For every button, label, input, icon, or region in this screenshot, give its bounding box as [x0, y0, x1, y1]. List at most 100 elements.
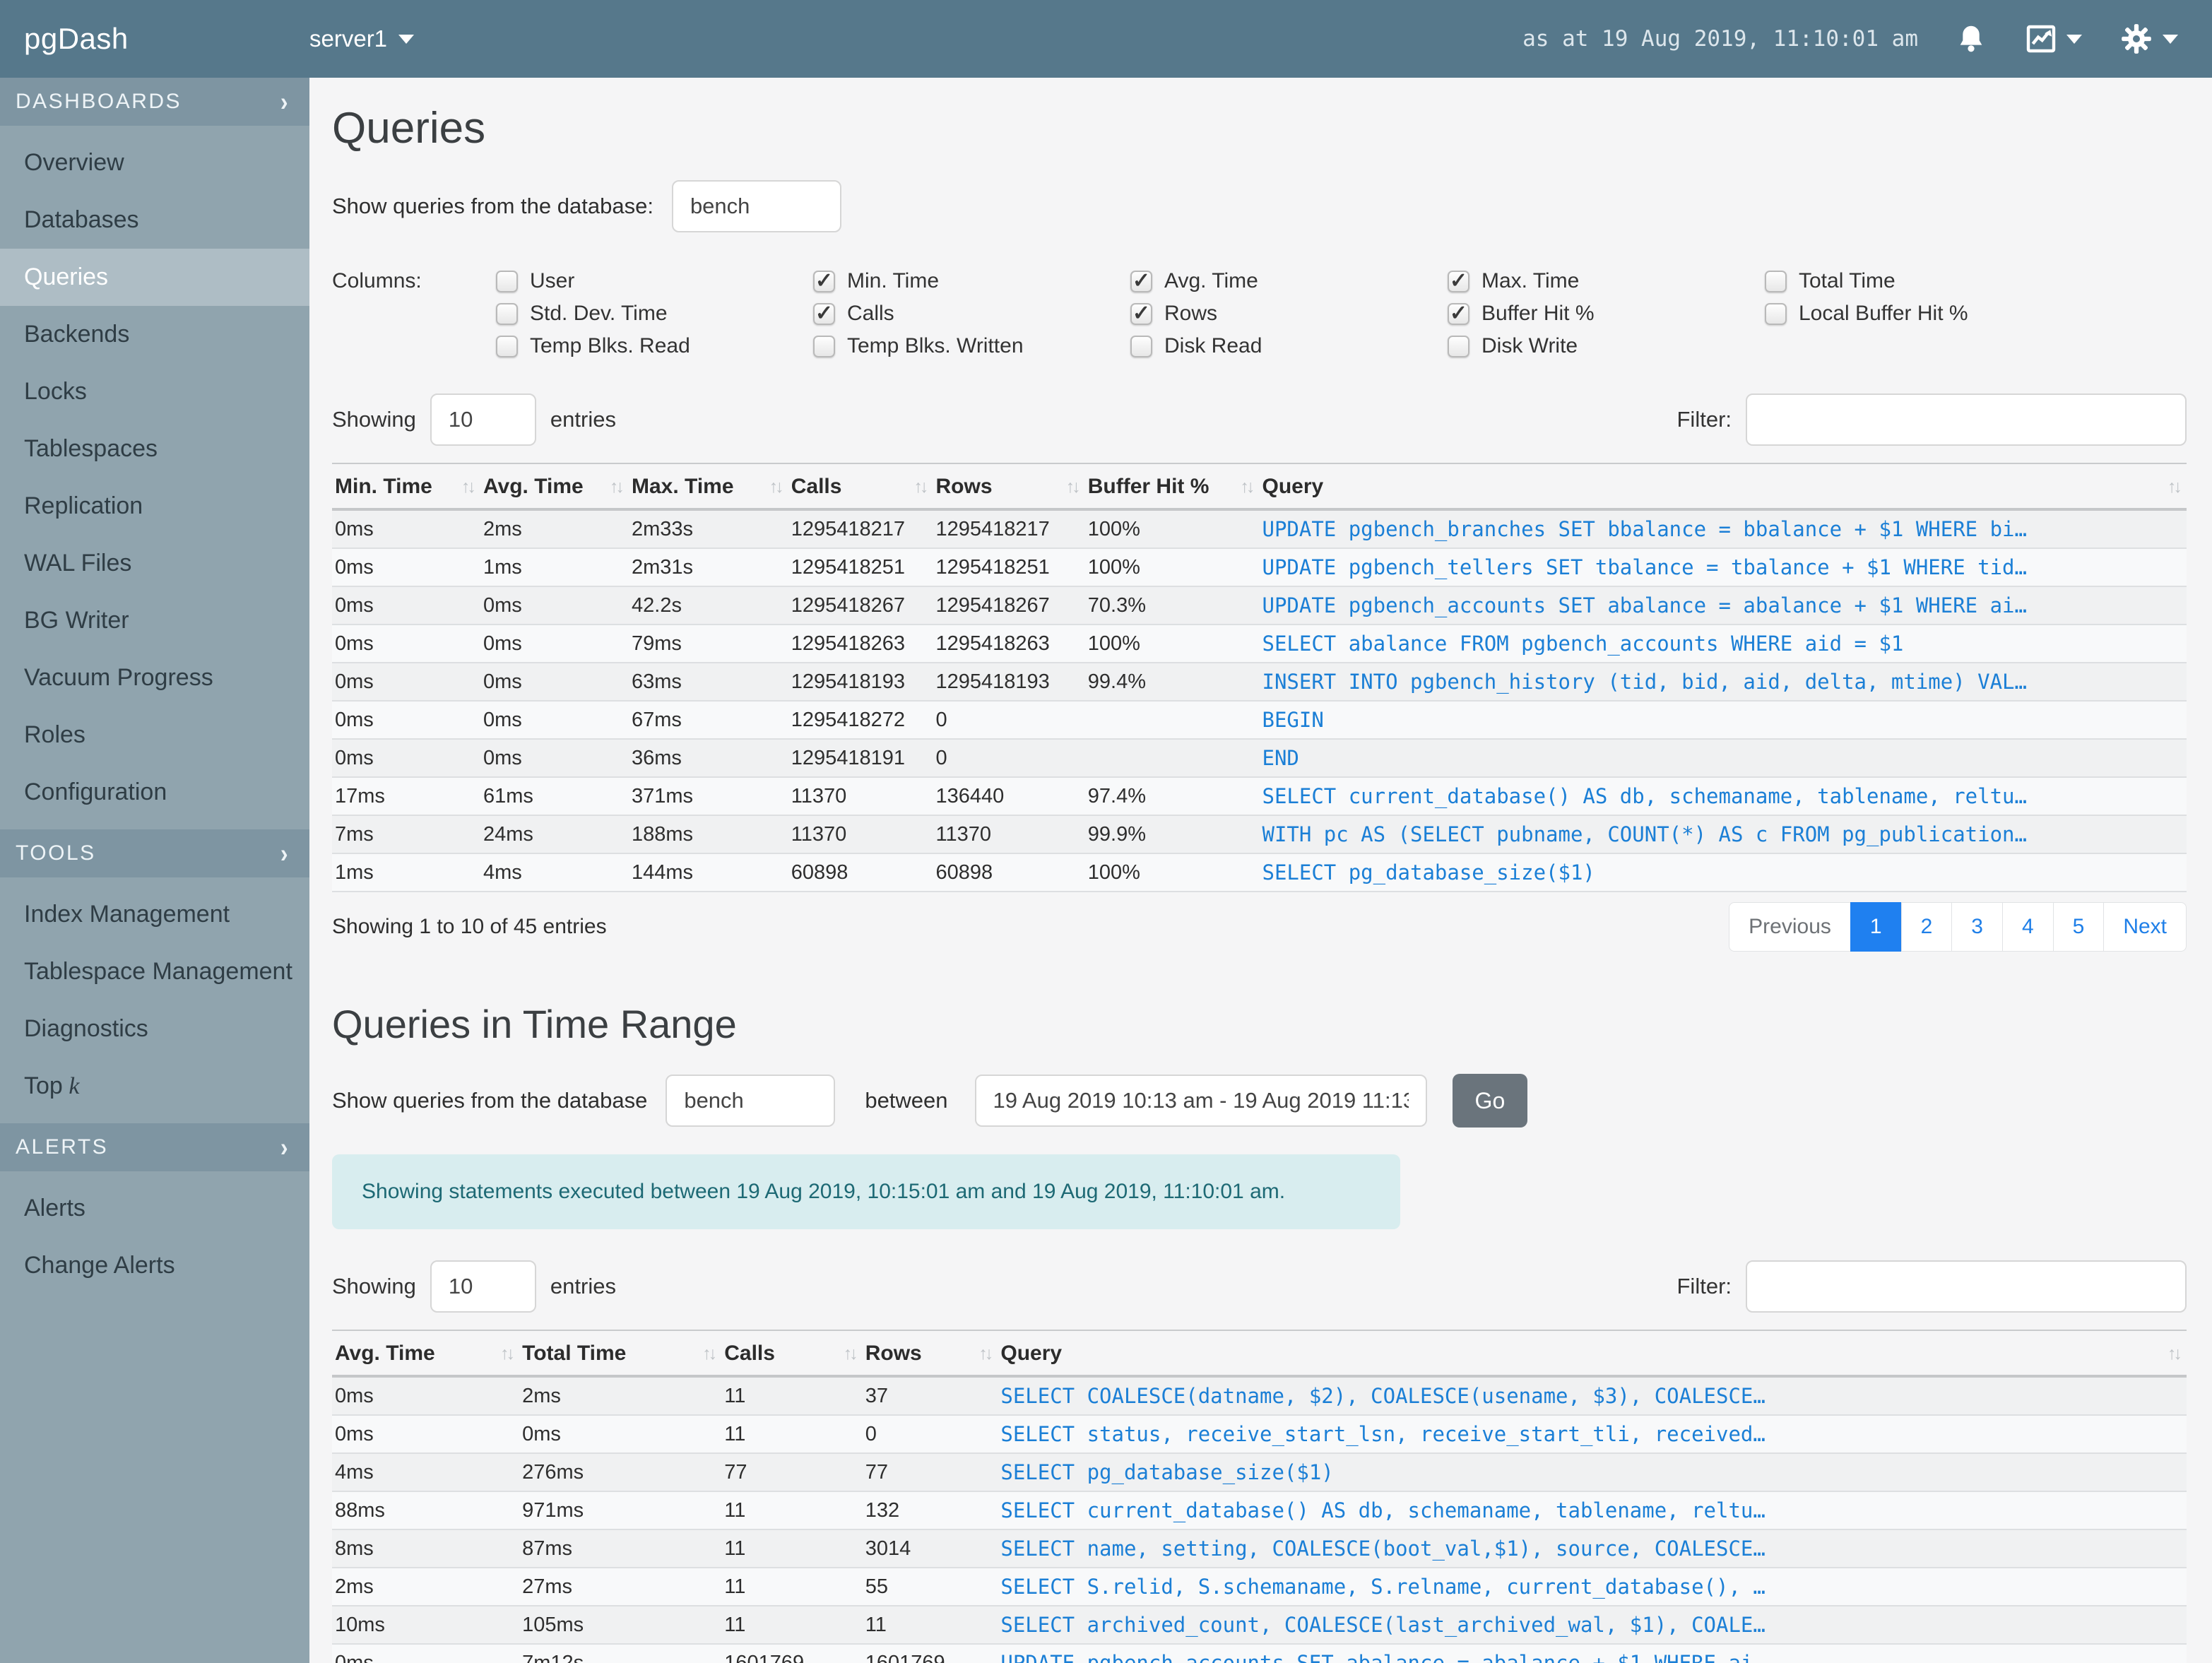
sidebar-item-change-alerts[interactable]: Change Alerts [24, 1252, 175, 1279]
sort-icon[interactable]: ↑↓ [978, 1343, 993, 1363]
query-link[interactable]: SELECT pg_database_size($1) [1259, 853, 2187, 892]
notifications-button[interactable] [1955, 23, 1987, 55]
column-header-query[interactable]: Query ↑↓ [998, 1330, 2187, 1378]
pagination-page-2[interactable]: 2 [1900, 902, 1953, 952]
column-header-min-time[interactable]: Min. Time ↑↓ [332, 463, 480, 511]
query-link[interactable]: SELECT abalance FROM pgbench_accounts WH… [1259, 625, 2187, 663]
sidebar-item-locks[interactable]: Locks [24, 378, 87, 405]
sidebar-item-tablespace-management[interactable]: Tablespace Management [24, 958, 292, 985]
query-link[interactable]: SELECT name, setting, COALESCE(boot_val,… [998, 1529, 2187, 1568]
column-header-calls[interactable]: Calls ↑↓ [721, 1330, 863, 1378]
database-input[interactable] [671, 180, 841, 232]
filter-input[interactable] [1746, 393, 2187, 446]
pagination-link: 5 [2072, 915, 2085, 938]
column-header-avg-time[interactable]: Avg. Time ↑↓ [332, 1330, 520, 1378]
sort-icon[interactable]: ↑↓ [702, 1343, 717, 1363]
checkbox-std-dev-time[interactable]: Std. Dev. Time [496, 297, 813, 330]
sidebar-item-topk[interactable]: Top k [24, 1072, 80, 1099]
query-link[interactable]: WITH pc AS (SELECT pubname, COUNT(*) AS … [1259, 815, 2187, 854]
sidebar-item-alerts[interactable]: Alerts [24, 1195, 85, 1221]
checkbox-temp-blks-written[interactable]: Temp Blks. Written [813, 330, 1130, 362]
entries-count-input-2[interactable] [430, 1260, 536, 1313]
column-header-rows[interactable]: Rows ↑↓ [862, 1330, 998, 1378]
checkbox-temp-blks-read[interactable]: Temp Blks. Read [496, 330, 813, 362]
sort-icon[interactable]: ↑↓ [1065, 476, 1081, 497]
go-button[interactable]: Go [1452, 1074, 1528, 1128]
query-link[interactable]: SELECT current_database() AS db, scheman… [998, 1491, 2187, 1530]
query-link[interactable]: UPDATE pgbench_accounts SET abalance = a… [998, 1644, 2187, 1663]
cell-value: 0 [933, 739, 1085, 778]
filter-input-2[interactable] [1746, 1260, 2187, 1313]
time-range-input[interactable] [974, 1075, 1427, 1127]
column-header-buffer-hit[interactable]: Buffer Hit % ↑↓ [1084, 463, 1260, 511]
pagination-next[interactable]: Next [2103, 902, 2187, 952]
pagination-page-1[interactable]: 1 [1850, 902, 1902, 952]
query-link[interactable]: UPDATE pgbench_branches SET bbalance = b… [1259, 509, 2187, 549]
sort-icon[interactable]: ↑↓ [2167, 1343, 2182, 1363]
query-link[interactable]: UPDATE pgbench_accounts SET abalance = a… [1259, 586, 2187, 625]
query-link[interactable]: INSERT INTO pgbench_history (tid, bid, a… [1259, 663, 2187, 702]
app-logo[interactable]: pgDash [24, 22, 129, 55]
sort-icon[interactable]: ↑↓ [2167, 476, 2182, 497]
sidebar-section-tools[interactable]: TOOLS › [0, 829, 309, 877]
checkbox-disk-read[interactable]: Disk Read [1130, 330, 1448, 362]
sidebar-item-tablespaces[interactable]: Tablespaces [24, 435, 158, 462]
sort-icon[interactable]: ↑↓ [610, 476, 625, 497]
column-header-max-time[interactable]: Max. Time ↑↓ [629, 463, 788, 511]
checkbox-avg-time[interactable]: ✓ Avg. Time [1130, 265, 1448, 297]
sidebar-item-configuration[interactable]: Configuration [24, 779, 167, 805]
database-input-2[interactable] [666, 1075, 836, 1127]
server-dropdown[interactable]: server1 [309, 25, 415, 52]
sort-icon[interactable]: ↑↓ [843, 1343, 858, 1363]
query-link[interactable]: SELECT S.relid, S.schemaname, S.relname,… [998, 1568, 2187, 1606]
sidebar-item-replication[interactable]: Replication [24, 492, 143, 519]
sidebar-item-roles[interactable]: Roles [24, 721, 85, 748]
sidebar-section-alerts[interactable]: ALERTS › [0, 1123, 309, 1171]
sort-icon[interactable]: ↑↓ [461, 476, 476, 497]
checkbox-calls[interactable]: ✓ Calls [813, 297, 1130, 330]
column-header-query[interactable]: Query ↑↓ [1259, 463, 2187, 511]
sidebar-item-diagnostics[interactable]: Diagnostics [24, 1015, 148, 1042]
sidebar-item-bg-writer[interactable]: BG Writer [24, 607, 129, 634]
checkbox-min-time[interactable]: ✓ Min. Time [813, 265, 1130, 297]
query-link[interactable]: SELECT status, receive_start_lsn, receiv… [998, 1415, 2187, 1454]
query-link[interactable]: BEGIN [1259, 701, 2187, 740]
checkbox-rows[interactable]: ✓ Rows [1130, 297, 1448, 330]
pagination-page-5[interactable]: 5 [2052, 902, 2105, 952]
sidebar-item-wal-files[interactable]: WAL Files [24, 550, 132, 576]
sort-icon[interactable]: ↑↓ [1240, 476, 1255, 497]
query-link[interactable]: SELECT archived_count, COALESCE(last_arc… [998, 1606, 2187, 1645]
sidebar-item-index-management[interactable]: Index Management [24, 901, 230, 928]
settings-menu-button[interactable] [2119, 21, 2178, 57]
entries-count-input[interactable] [430, 393, 536, 446]
sidebar-item-vacuum-progress[interactable]: Vacuum Progress [24, 664, 213, 691]
sort-icon[interactable]: ↑↓ [913, 476, 929, 497]
sort-icon[interactable]: ↑↓ [500, 1343, 515, 1363]
sidebar-section-dashboards[interactable]: DASHBOARDS › [0, 78, 309, 126]
column-header-total-time[interactable]: Total Time ↑↓ [519, 1330, 722, 1378]
column-header-calls[interactable]: Calls ↑↓ [788, 463, 933, 511]
sidebar-item-databases[interactable]: Databases [24, 206, 139, 233]
charts-menu-button[interactable] [2024, 22, 2082, 56]
column-header-rows[interactable]: Rows ↑↓ [933, 463, 1085, 511]
query-link[interactable]: SELECT COALESCE(datname, $2), COALESCE(u… [998, 1376, 2187, 1416]
pagination-page-4[interactable]: 4 [2001, 902, 2054, 952]
checkbox-disk-write[interactable]: Disk Write [1448, 330, 1765, 362]
pagination-previous[interactable]: Previous [1729, 902, 1851, 952]
column-header-avg-time[interactable]: Avg. Time ↑↓ [480, 463, 629, 511]
query-link[interactable]: SELECT current_database() AS db, scheman… [1259, 777, 2187, 816]
checkbox-user[interactable]: User [496, 265, 813, 297]
pagination-page-3[interactable]: 3 [1951, 902, 2003, 952]
query-link[interactable]: SELECT pg_database_size($1) [998, 1453, 2187, 1492]
checkbox-buffer-hit[interactable]: ✓ Buffer Hit % [1448, 297, 1765, 330]
sidebar-item-backends[interactable]: Backends [24, 321, 130, 348]
sort-icon[interactable]: ↑↓ [769, 476, 784, 497]
checkbox-local-buffer-hit[interactable]: Local Buffer Hit % [1765, 297, 2082, 330]
cell-value: 1601769 [721, 1644, 863, 1663]
checkbox-total-time[interactable]: Total Time [1765, 265, 2082, 297]
query-link[interactable]: END [1259, 739, 2187, 778]
sidebar-item-overview[interactable]: Overview [24, 149, 124, 176]
checkbox-max-time[interactable]: ✓ Max. Time [1448, 265, 1765, 297]
query-link[interactable]: UPDATE pgbench_tellers SET tbalance = tb… [1259, 548, 2187, 587]
sidebar-item-queries[interactable]: Queries [0, 249, 309, 306]
